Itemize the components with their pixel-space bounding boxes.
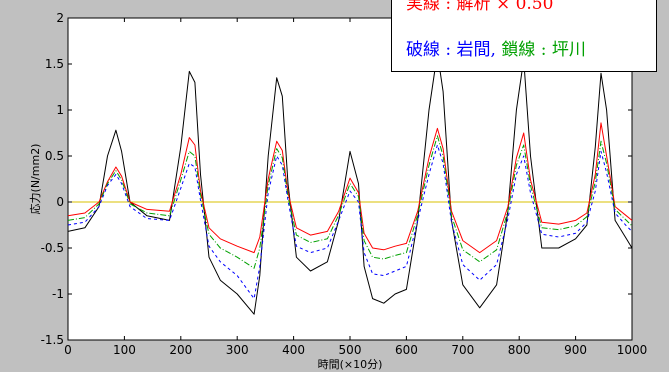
y-tick-label: 0.5 xyxy=(45,149,64,163)
series-line-1 xyxy=(67,122,633,254)
series-line-3 xyxy=(67,144,633,300)
x-tick-label: 400 xyxy=(282,343,305,357)
y-tick-label: -1.5 xyxy=(41,333,64,347)
legend-entry-analysis: 実線 : 解析 × 0.50 xyxy=(406,0,554,14)
x-tick-label: 100 xyxy=(113,343,136,357)
legend: 実線 : 解析 × 0.50 破線 : 岩間, 鎖線 : 坪川 xyxy=(391,0,657,72)
series-layer xyxy=(67,52,633,315)
y-tick-label: 1 xyxy=(56,103,64,117)
series-line-2 xyxy=(67,135,633,269)
y-tick-label: -1 xyxy=(52,287,64,301)
tick-layer: 0 100 200 300 400 500 600 700 800 900 1000 -1.5 -1 -0… xyxy=(41,11,648,357)
series-line-0 xyxy=(67,52,633,315)
x-tick-label: 900 xyxy=(564,343,587,357)
x-tick-label: 500 xyxy=(339,343,362,357)
x-axis-label: 時間(×10分) xyxy=(318,358,383,371)
x-tick-label: 800 xyxy=(508,343,531,357)
y-axis-label: 応力(N/mm2) xyxy=(28,144,42,215)
x-tick-label: 0 xyxy=(64,343,72,357)
y-tick-label: 2 xyxy=(56,11,64,25)
legend-entry-tsubokawa: 鎖線 : 坪川 xyxy=(501,40,586,60)
legend-entry-iwama: 破線 : 岩間, xyxy=(406,40,496,60)
y-tick-label: 1.5 xyxy=(45,57,64,71)
x-tick-label: 700 xyxy=(451,343,474,357)
legend-entry-observed: 破線 : 岩間, 鎖線 : 坪川 xyxy=(406,35,586,60)
y-tick-label: -0.5 xyxy=(41,241,64,255)
x-tick-label: 300 xyxy=(226,343,249,357)
x-tick-label: 600 xyxy=(395,343,418,357)
x-tick-label: 200 xyxy=(169,343,192,357)
x-tick-label: 1000 xyxy=(617,343,648,357)
y-tick-label: 0 xyxy=(56,195,64,209)
